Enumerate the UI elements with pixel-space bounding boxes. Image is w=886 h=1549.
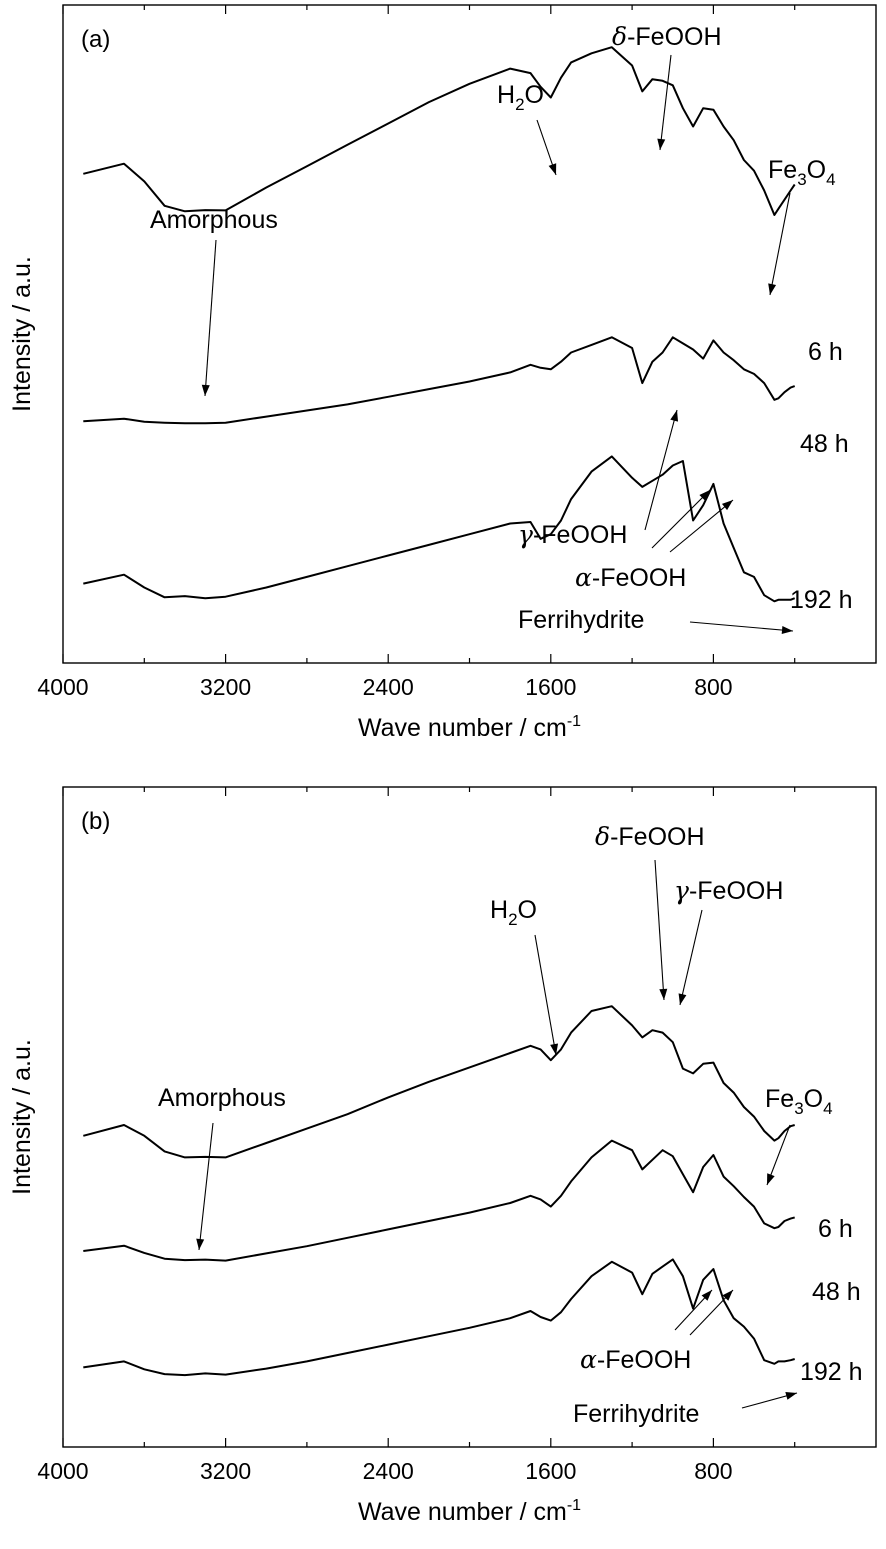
x-tick-label: 1600 — [525, 674, 576, 700]
x-tick-label: 3200 — [200, 674, 251, 700]
annotation-arrow-head — [722, 1290, 733, 1301]
annotation-arrow-head — [701, 1290, 712, 1301]
annotation-arrow-head — [657, 138, 666, 150]
annotation-label: H2O — [497, 81, 544, 114]
annotation-arrow-line — [204, 239, 217, 397]
annotation-arrow-head — [767, 1173, 775, 1185]
annotation-arrow-head — [550, 1043, 559, 1055]
annotation-label: γ-FeOOH — [518, 520, 627, 549]
series-label-6h: 6 h — [808, 338, 843, 366]
x-tick-label: 3200 — [200, 1458, 251, 1484]
series-label-192h: 192 h — [800, 1358, 863, 1386]
annotation-arrow-head — [785, 1392, 797, 1400]
x-tick-label: 2400 — [363, 674, 414, 700]
annotation-label: γ-FeOOH — [674, 876, 783, 905]
annotation-arrow-head — [670, 410, 679, 422]
x-tick-label: 4000 — [37, 674, 88, 700]
series-line-192h — [83, 1258, 795, 1377]
annotation-arrow-line — [659, 54, 672, 151]
plot-frame — [62, 4, 877, 664]
annotation-arrow-line — [644, 409, 678, 531]
annotation-arrow-line — [534, 934, 557, 1056]
annotation-label: Fe3O4 — [768, 156, 836, 189]
annotation-arrow-head — [659, 988, 668, 1000]
annotation-label: Ferrihydrite — [573, 1400, 699, 1428]
annotation-label: δ-FeOOH — [612, 22, 722, 51]
annotation-label: Amorphous — [158, 1084, 286, 1112]
panel-b: 4000 3200 2400 1600 800 Wave number / cm-1 Int… — [8, 786, 877, 1526]
annotation-label: δ-FeOOH — [595, 822, 705, 851]
x-tick-label: 4000 — [37, 1458, 88, 1484]
panel-a: 4000 3200 2400 1600 800 Wave number / cm-1 Int… — [8, 4, 877, 742]
x-tick-label: 800 — [694, 1458, 732, 1484]
series-label-48h: 48 h — [812, 1278, 861, 1306]
annotation-arrow-line — [651, 489, 711, 549]
panel-label: (a) — [81, 26, 110, 53]
annotation-label: α-FeOOH — [580, 1345, 691, 1374]
annotation-arrow-head — [678, 993, 687, 1005]
series-label-48h: 48 h — [800, 430, 849, 458]
y-axis-label: Intensity / a.u. — [8, 256, 36, 412]
annotation-arrow-line — [198, 1122, 214, 1251]
annotation-arrow-head — [768, 283, 777, 295]
series-label-6h: 6 h — [818, 1215, 853, 1243]
x-tick-label: 1600 — [525, 1458, 576, 1484]
panel-label: (b) — [81, 808, 110, 835]
annotation-label: Fe3O4 — [765, 1085, 833, 1118]
annotation-arrow-head — [548, 163, 557, 175]
y-axis-label: Intensity / a.u. — [8, 1039, 36, 1195]
annotation-arrow-head — [721, 500, 733, 511]
x-tick-label: 800 — [694, 674, 732, 700]
series-line-48h — [83, 336, 796, 425]
series-label-192h: 192 h — [790, 586, 853, 614]
annotation-arrow-head — [196, 1238, 205, 1250]
annotation-arrow-line — [679, 909, 703, 1006]
series-line-192h — [83, 455, 796, 603]
annotation-label: α-FeOOH — [575, 563, 686, 592]
annotation-arrow-head — [201, 384, 210, 396]
annotation-arrow-line — [669, 499, 734, 553]
x-axis-label: Wave number / cm-1 — [358, 713, 581, 742]
series-line-6h — [83, 46, 796, 216]
series-line-6h — [83, 1005, 795, 1159]
annotation-arrow-line — [769, 192, 791, 296]
annotation-arrow-head — [699, 490, 710, 501]
series-line-48h — [83, 1139, 795, 1262]
x-axis-label: Wave number / cm-1 — [358, 1497, 581, 1526]
annotation-label: H2O — [490, 896, 537, 929]
x-tick-label: 2400 — [363, 1458, 414, 1484]
annotation-arrow-line — [654, 859, 665, 1001]
annotation-arrow-line — [689, 621, 794, 632]
annotation-label: Amorphous — [150, 206, 278, 234]
annotation-arrow-head — [781, 626, 793, 635]
annotation-label: Ferrihydrite — [518, 606, 644, 634]
